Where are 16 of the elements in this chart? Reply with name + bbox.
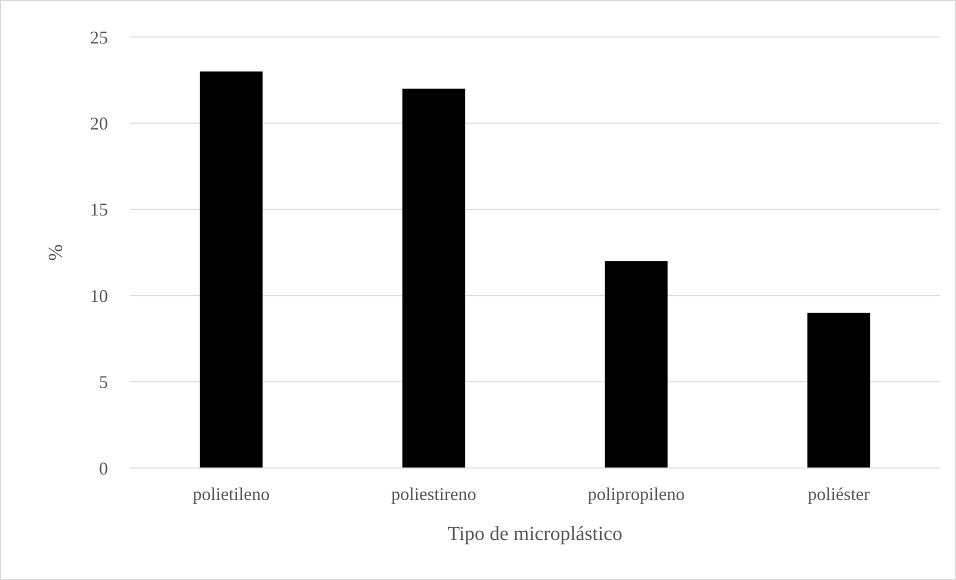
bar [402, 88, 466, 468]
x-tick-label: polipropileno [588, 484, 685, 504]
bar [604, 261, 668, 468]
y-tick-label: 5 [99, 372, 108, 392]
y-tick-label: 10 [90, 286, 108, 306]
y-tick-label: 20 [90, 114, 108, 134]
y-tick-label: 25 [90, 27, 108, 48]
x-axis-title: Tipo de microplástico [448, 523, 622, 545]
x-tick-label: poliéster [808, 484, 870, 504]
y-tick-label: 0 [99, 458, 108, 478]
y-tick-label: 15 [90, 200, 108, 220]
bar [807, 312, 870, 468]
y-axis-title: % [45, 244, 67, 261]
x-tick-label: poliestireno [391, 484, 476, 504]
bar [200, 71, 263, 468]
x-tick-label: polietileno [192, 484, 270, 504]
